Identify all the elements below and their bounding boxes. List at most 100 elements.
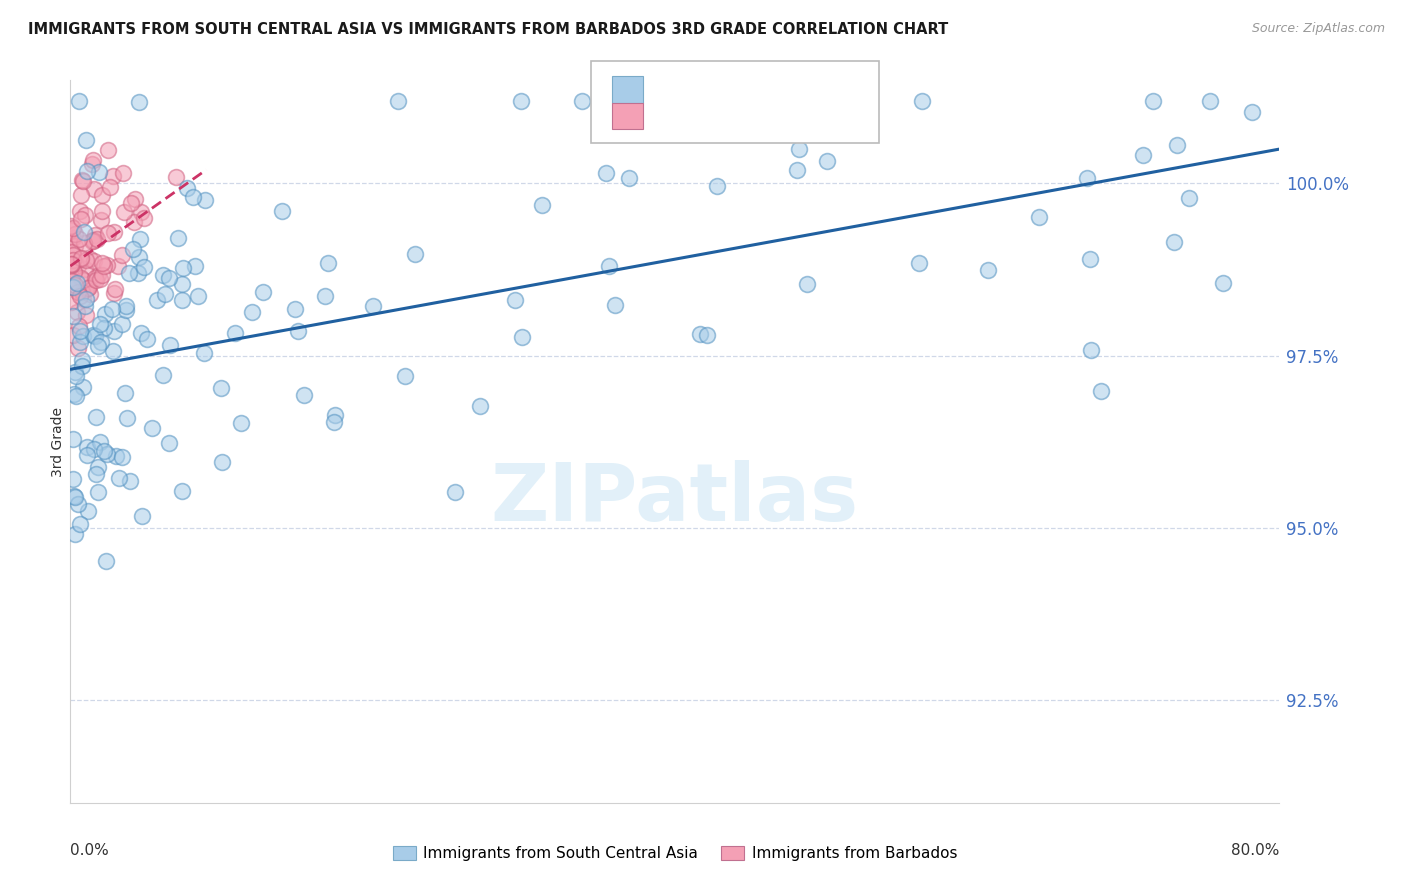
Point xyxy=(82,327,104,342)
Point xyxy=(96,447,118,461)
Point xyxy=(104,282,127,296)
Legend: Immigrants from South Central Asia, Immigrants from Barbados: Immigrants from South Central Asia, Immi… xyxy=(387,839,963,867)
Point xyxy=(128,95,150,110)
Point xyxy=(70,353,93,368)
Point xyxy=(696,328,718,343)
Point xyxy=(76,440,98,454)
Point xyxy=(1142,94,1164,108)
Point xyxy=(316,256,339,270)
Point xyxy=(176,181,198,195)
Point xyxy=(67,94,90,108)
Point xyxy=(1199,94,1222,108)
Point xyxy=(603,298,626,312)
Point xyxy=(75,133,97,147)
Point xyxy=(62,248,84,262)
Point xyxy=(86,459,108,474)
Point xyxy=(1177,191,1199,205)
Point xyxy=(1080,343,1102,357)
Point xyxy=(72,328,94,343)
Point xyxy=(187,289,209,303)
Point xyxy=(89,317,111,331)
Point xyxy=(1090,384,1112,398)
Point xyxy=(101,301,124,316)
Point xyxy=(60,259,83,273)
Point xyxy=(62,387,84,401)
Point xyxy=(314,289,336,303)
Point xyxy=(72,174,94,188)
Point xyxy=(209,381,232,395)
Point xyxy=(444,484,467,499)
Point xyxy=(60,257,83,271)
Point xyxy=(69,334,91,349)
Point xyxy=(63,277,86,292)
Point xyxy=(157,270,180,285)
Point xyxy=(63,489,86,503)
Point xyxy=(252,285,274,299)
Point xyxy=(60,275,83,289)
Point xyxy=(510,94,533,108)
Point xyxy=(75,282,97,296)
Point xyxy=(87,268,110,282)
Text: ZIPatlas: ZIPatlas xyxy=(491,460,859,539)
Point xyxy=(90,268,112,282)
Point xyxy=(128,232,150,246)
Point xyxy=(157,435,180,450)
Point xyxy=(503,293,526,307)
Point xyxy=(115,299,138,313)
Point xyxy=(152,268,174,282)
Point xyxy=(60,279,83,293)
Point xyxy=(170,293,193,307)
Point xyxy=(571,94,593,108)
Point xyxy=(83,442,105,457)
Point xyxy=(114,303,136,318)
Point xyxy=(77,504,100,518)
Point xyxy=(111,317,134,331)
Point xyxy=(121,242,143,256)
Point xyxy=(118,266,141,280)
Text: IMMIGRANTS FROM SOUTH CENTRAL ASIA VS IMMIGRANTS FROM BARBADOS 3RD GRADE CORRELA: IMMIGRANTS FROM SOUTH CENTRAL ASIA VS IM… xyxy=(28,22,949,37)
Point xyxy=(124,192,146,206)
Point xyxy=(60,219,83,233)
Point xyxy=(114,385,136,400)
Point xyxy=(1166,138,1188,153)
Point xyxy=(1076,170,1098,185)
Point xyxy=(394,368,416,383)
Point xyxy=(122,214,145,228)
Point xyxy=(153,287,176,301)
Point xyxy=(60,257,83,271)
Point xyxy=(67,497,90,511)
Point xyxy=(470,399,492,413)
Point xyxy=(120,195,142,210)
Point xyxy=(72,273,94,287)
Point xyxy=(70,212,93,227)
Point xyxy=(77,280,100,294)
Text: Source: ZipAtlas.com: Source: ZipAtlas.com xyxy=(1251,22,1385,36)
Point xyxy=(72,173,94,187)
Point xyxy=(66,259,89,273)
Point xyxy=(62,328,84,343)
Point xyxy=(70,251,93,265)
Point xyxy=(65,227,87,241)
Text: R = 0.170   N =  86: R = 0.170 N = 86 xyxy=(654,103,830,120)
Point xyxy=(111,450,134,464)
Text: 80.0%: 80.0% xyxy=(1232,843,1279,857)
Point xyxy=(72,380,94,394)
Point xyxy=(86,232,108,246)
Point xyxy=(70,359,93,373)
Point xyxy=(60,233,83,247)
Point xyxy=(60,295,83,310)
Point xyxy=(595,166,617,180)
Point xyxy=(404,247,426,261)
Point xyxy=(1163,235,1185,249)
Point xyxy=(69,289,91,303)
Point xyxy=(689,327,711,342)
Point xyxy=(66,285,89,300)
Point xyxy=(60,258,83,272)
Point xyxy=(706,179,728,194)
Point xyxy=(387,94,409,108)
Point xyxy=(97,143,120,157)
Point xyxy=(72,292,94,306)
Point xyxy=(815,154,838,169)
Point xyxy=(80,234,103,248)
Point xyxy=(101,344,124,359)
